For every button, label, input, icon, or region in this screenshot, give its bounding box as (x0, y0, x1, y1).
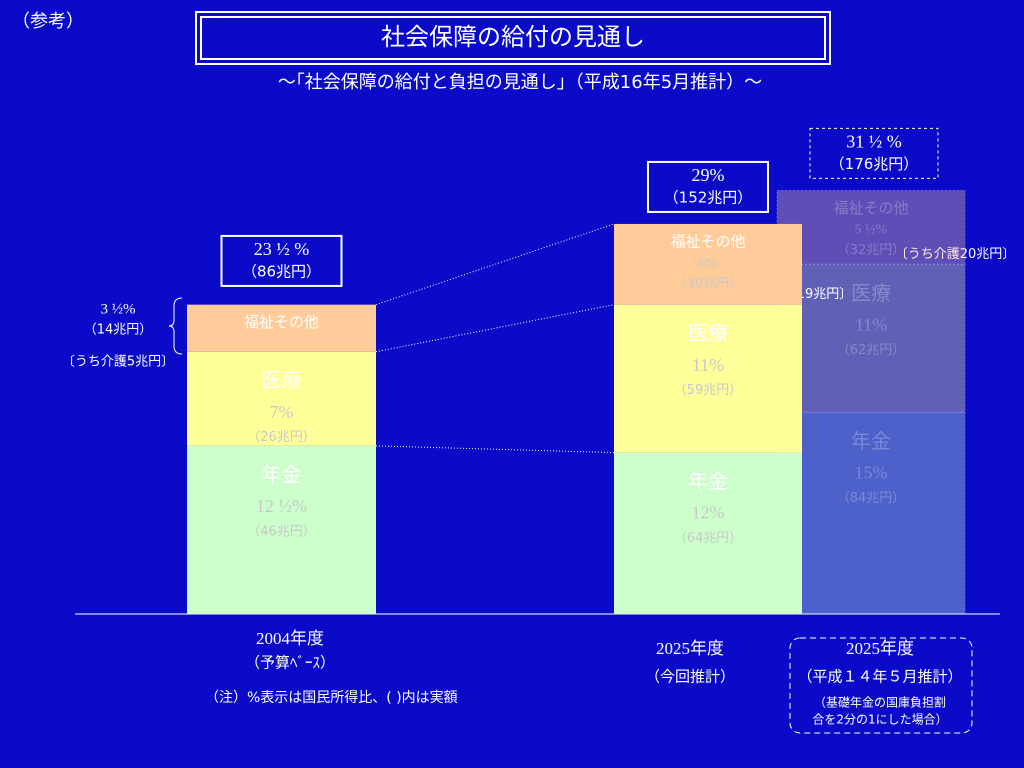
total-box (647, 160, 769, 213)
total-amount: （176兆円） (830, 155, 919, 173)
segment-name: 福祉その他 (833, 199, 908, 217)
bar-segment (776, 411, 966, 615)
segment-amount: （62兆円） (837, 343, 906, 358)
x-tick-label: 2025年度 (846, 639, 914, 658)
bar-segment (187, 304, 376, 352)
segment-name: 医療 (688, 321, 728, 345)
total-amount: （152兆円） (664, 188, 753, 206)
total-box (809, 127, 939, 179)
bar-segment (614, 223, 802, 305)
total-label: 23 ½ % (254, 239, 310, 259)
segment-amount: （84兆円） (837, 491, 906, 506)
bar-segment (187, 351, 376, 446)
segment-name: 福祉その他 (670, 232, 745, 250)
category-frame (789, 637, 973, 734)
chart-title: 社会保障の給付の見通し (381, 23, 645, 51)
segment-name: 福祉その他 (244, 313, 319, 331)
care-label: 〔うち介護20兆円〕 (895, 247, 1016, 262)
total-box (220, 234, 343, 287)
segment-amount: （30兆円） (674, 276, 743, 291)
x-tick-note: （基礎年金の国庫負担割 (814, 696, 946, 710)
segment-value-label: 6% (699, 256, 718, 271)
segment-value-label: 11% (692, 355, 724, 375)
segment-name: 医療 (851, 281, 891, 305)
bar-segment (776, 189, 966, 265)
connector (375, 445, 615, 454)
segment-value-label: 15% (855, 462, 888, 482)
x-tick-note: （予算ﾍﾞｰｽ） (245, 654, 335, 672)
corner-note: （参考） (12, 11, 84, 32)
brace (168, 297, 183, 355)
total-amount: （86兆円） (242, 262, 321, 280)
segment-value-label: 5 ½% (855, 223, 888, 238)
total-label: 31 ½ % (846, 131, 902, 151)
segment-amount: （14兆円） (84, 323, 153, 338)
segment-name: 年金 (688, 469, 728, 493)
x-tick-note: （今回推計） (645, 668, 735, 686)
footnote: （注）%表示は国民所得比、( )内は実額 (205, 689, 458, 706)
bar-segment (614, 304, 802, 453)
segment-name: 年金 (262, 462, 302, 486)
x-tick-label: 2004年度 (256, 629, 324, 648)
total-label: 29% (692, 165, 725, 185)
segment-value-label: 3 ½% (101, 301, 136, 317)
bar-segment (776, 263, 966, 413)
segment-amount: （32兆円） (837, 243, 906, 258)
segment-value-label: 12 ½% (256, 496, 307, 516)
segment-value-label: 11% (855, 314, 887, 334)
x-tick-note: （平成１４年５月推計） (797, 668, 962, 686)
care-label: 〔うち介護5兆円〕 (62, 355, 174, 370)
segment-name: 年金 (851, 429, 891, 453)
segment-amount: （64兆円） (674, 531, 743, 546)
x-tick-note: 合を2分の1にした場合） (812, 713, 947, 727)
title-frame (195, 11, 831, 65)
bar-segment (614, 452, 802, 614)
segment-value-label: 12% (692, 503, 725, 523)
segment-name: 医療 (262, 368, 302, 392)
bar-segment (187, 445, 376, 614)
segment-amount: （46兆円） (247, 524, 316, 539)
chart-subtitle: ～｢社会保障の給付と負担の見通し｣（平成16年5月推計）～ (278, 72, 762, 93)
title-frame-inner (200, 16, 826, 60)
segment-amount: （59兆円） (674, 383, 743, 398)
x-tick-label: 2025年度 (656, 639, 724, 658)
segment-value-label: 7% (270, 402, 294, 422)
segment-amount: （26兆円） (247, 430, 316, 445)
